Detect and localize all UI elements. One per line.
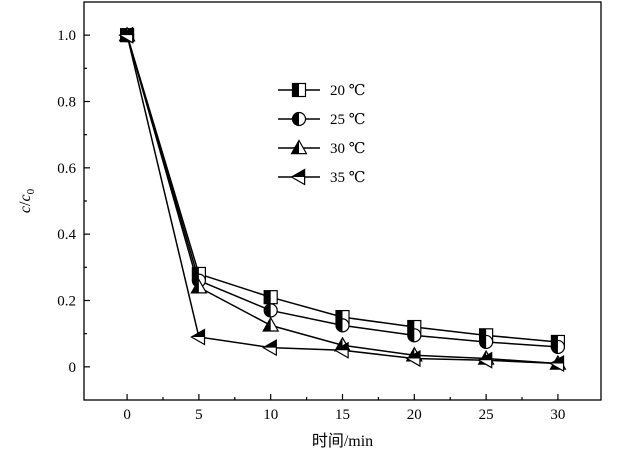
data-point xyxy=(190,278,208,294)
x-tick-label: 10 xyxy=(263,407,278,423)
data-point xyxy=(477,351,493,369)
series-line xyxy=(126,34,558,348)
y-tick-label: 0.2 xyxy=(57,294,76,310)
legend-entry: 25 ℃ xyxy=(278,111,366,128)
data-point xyxy=(550,339,566,355)
legend-entry: 20 ℃ xyxy=(278,82,366,99)
x-tick-label: 20 xyxy=(407,407,422,423)
series-line xyxy=(126,34,558,343)
legend-label: 20 ℃ xyxy=(330,83,366,99)
series-1 xyxy=(119,28,566,350)
x-tick-label: 25 xyxy=(479,407,494,423)
series-4 xyxy=(118,26,565,373)
data-point xyxy=(262,316,280,332)
data-point xyxy=(333,341,349,359)
data-point xyxy=(263,290,278,305)
legend-label: 25 ℃ xyxy=(330,112,366,128)
y-tick-label: 0.4 xyxy=(57,227,76,243)
legend-marker xyxy=(291,111,307,127)
legend-marker xyxy=(290,168,306,186)
x-tick-label: 5 xyxy=(195,407,203,423)
x-tick-label: 30 xyxy=(550,407,565,423)
ticks: 0 5 10 15 20 25 30 0 0.2 0.4 0.6 0.8 1.0 xyxy=(57,28,565,423)
data-point xyxy=(190,328,206,346)
y-axis-title-slash: / xyxy=(17,201,34,206)
series-2 xyxy=(119,28,566,355)
legend-entry: 30 ℃ xyxy=(278,139,366,157)
y-tick-label: 1.0 xyxy=(57,28,76,44)
y-axis-title: c/c0 xyxy=(17,188,37,213)
data-point xyxy=(405,350,421,368)
legend-entry: 35 ℃ xyxy=(278,168,366,186)
y-tick-label: 0.6 xyxy=(57,161,76,177)
data-point xyxy=(479,334,494,350)
data-point xyxy=(263,303,278,318)
legend: 20 ℃ 25 ℃ 30 ℃ 35 ℃ xyxy=(278,82,366,186)
legend-label: 30 ℃ xyxy=(330,141,366,157)
y-axis-title-subscript: 0 xyxy=(25,188,37,194)
data-point xyxy=(261,339,277,357)
series-layer xyxy=(118,26,567,373)
data-point xyxy=(335,318,350,333)
y-axis-title-c: c xyxy=(17,206,34,213)
x-tick-label: 0 xyxy=(123,407,131,423)
y-tick-label: 0.8 xyxy=(57,95,76,111)
y-axis-title-c0: c xyxy=(17,194,34,201)
data-point xyxy=(549,354,565,373)
legend-marker xyxy=(291,82,307,98)
data-point xyxy=(407,328,422,343)
legend-marker xyxy=(290,139,308,155)
data-point xyxy=(118,26,134,44)
x-axis-title: 时间/min xyxy=(312,432,373,450)
y-tick-label: 0 xyxy=(69,360,77,376)
legend-label: 35 ℃ xyxy=(330,170,366,186)
x-tick-label: 15 xyxy=(335,407,350,423)
